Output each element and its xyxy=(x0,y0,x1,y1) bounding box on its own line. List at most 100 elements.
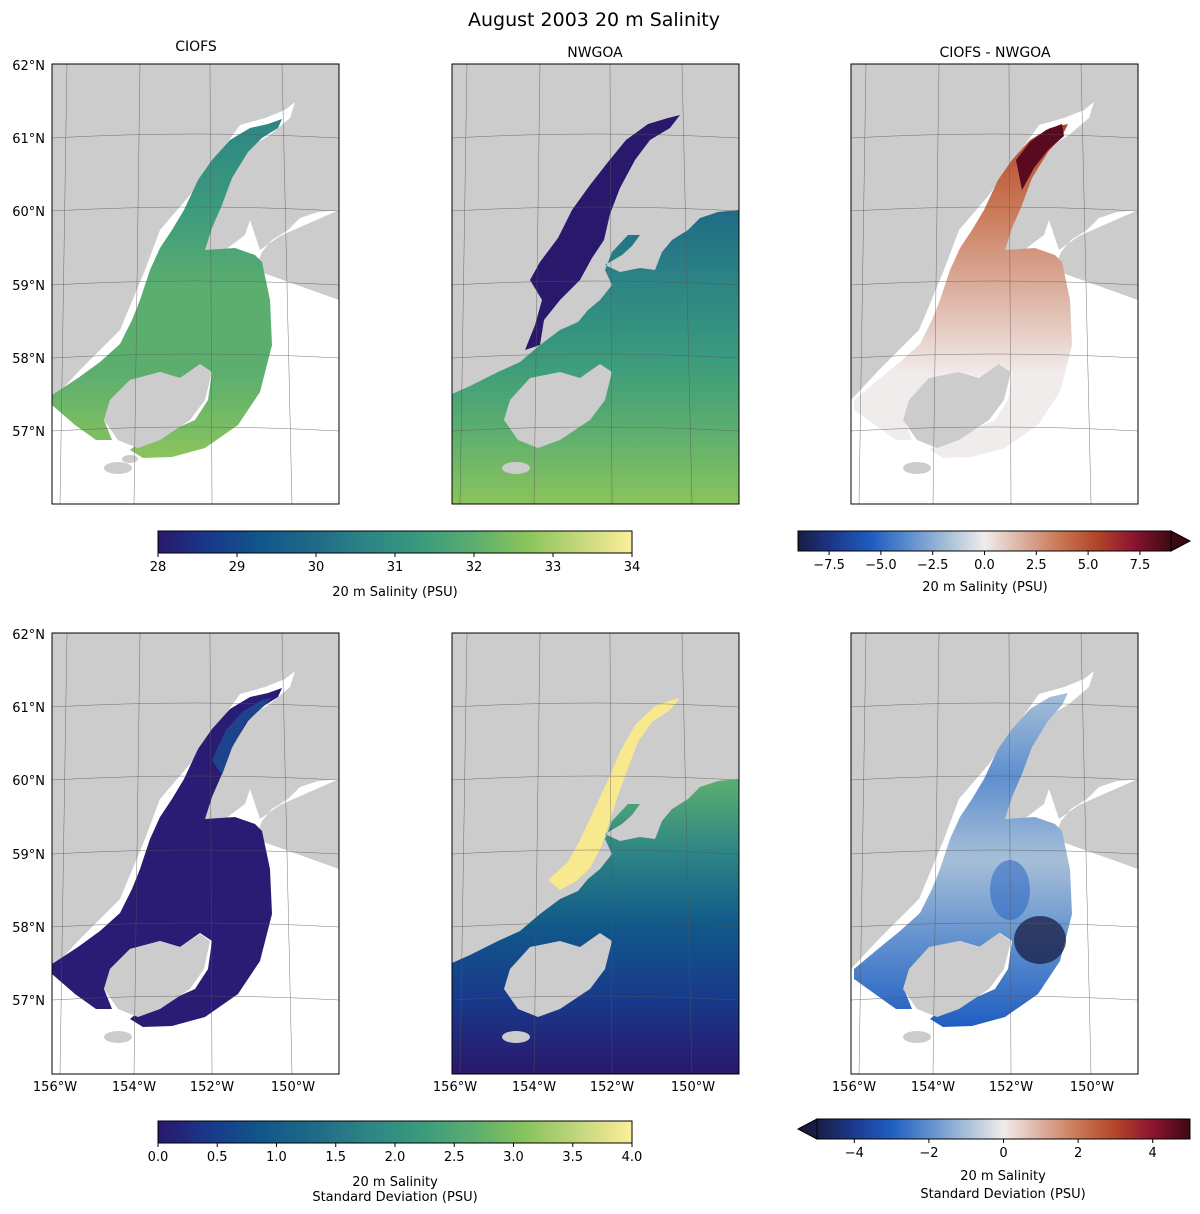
colorbar-tick-label: 2.5 xyxy=(1026,558,1047,573)
kodiak-island xyxy=(903,364,1011,448)
colorbar-label-line-2: Standard Deviation (PSU) xyxy=(920,1187,1085,1202)
y-axis-ticks-top: 62°N 61°N 60°N 59°N 58°N 57°N xyxy=(12,59,45,440)
colorbar-tick-label: 1.0 xyxy=(266,1150,287,1165)
ciofs-std-domain xyxy=(52,688,282,1027)
colorbar-tick-label: −2.5 xyxy=(917,558,949,573)
colorbar-tick-label: 31 xyxy=(387,560,404,575)
colorbar-tick-label: 3.0 xyxy=(503,1150,524,1165)
cook-inlet-nwgoa xyxy=(525,115,680,350)
panel-diff-std xyxy=(850,632,1139,1075)
panel-frame xyxy=(451,632,740,1075)
panel-diff-mean xyxy=(850,63,1139,505)
trinity-islands xyxy=(502,462,530,474)
colorbar-tick-label: 4.0 xyxy=(622,1150,643,1165)
colorbar-ticks: 28 29 30 31 32 33 34 xyxy=(150,553,641,575)
colorbar-tick-label: 33 xyxy=(545,560,562,575)
x-tick-label: 152°W xyxy=(190,1080,234,1095)
y-tick-label: 59°N xyxy=(12,279,45,294)
graticule xyxy=(51,63,340,505)
graticule xyxy=(850,632,1139,1075)
x-tick-label: 150°W xyxy=(671,1080,715,1095)
colorbar-tick-label: −2 xyxy=(919,1146,938,1161)
colorbar-tick-label: −4 xyxy=(845,1146,864,1161)
colorbar-tick-label: 7.5 xyxy=(1130,558,1151,573)
trinity-islands xyxy=(104,1031,132,1043)
x-axis-ticks-panel-6: 156°W 154°W 152°W 150°W xyxy=(832,1080,1114,1095)
panel-frame xyxy=(51,63,340,505)
kodiak-island xyxy=(504,364,612,448)
kodiak-island xyxy=(903,933,1011,1017)
x-tick-label: 150°W xyxy=(1070,1080,1114,1095)
upper-inlet-std xyxy=(212,698,272,775)
low-std-patch xyxy=(1014,916,1066,964)
colorbar-tick-label: 0.0 xyxy=(148,1150,169,1165)
colorbar-ticks: 0.0 0.5 1.0 1.5 2.0 2.5 3.0 3.5 4.0 xyxy=(148,1143,643,1165)
panel-frame xyxy=(451,63,740,505)
panel-1-title: CIOFS xyxy=(175,39,217,55)
ciofs-domain xyxy=(52,119,282,458)
kodiak-island xyxy=(504,933,612,1017)
y-tick-label: 60°N xyxy=(12,205,45,220)
kodiak-island xyxy=(104,934,210,1017)
colorbar-tick-label: 2 xyxy=(1074,1146,1082,1161)
cook-inlet-std xyxy=(548,698,680,890)
x-tick-label: 152°W xyxy=(989,1080,1033,1095)
colorbar-tick-label: 4 xyxy=(1149,1146,1157,1161)
trinity-islands xyxy=(104,462,132,474)
trinity-islands xyxy=(903,1031,931,1043)
colorbar-tick-label: 32 xyxy=(466,560,483,575)
x-tick-label: 152°W xyxy=(590,1080,634,1095)
colorbar-tick-label: 2.5 xyxy=(444,1150,465,1165)
upper-inlet-diff xyxy=(1016,124,1064,190)
panel-nwgoa-mean xyxy=(451,63,740,505)
colorbar-gradient xyxy=(797,530,1172,552)
trinity-islands xyxy=(903,462,931,474)
diff-domain xyxy=(854,124,1072,458)
graticule xyxy=(850,63,1139,505)
y-tick-label: 60°N xyxy=(12,774,45,789)
panel-frame xyxy=(51,632,340,1075)
colorbar-tick-label: 2.0 xyxy=(385,1150,406,1165)
colorbar-tick-label: 30 xyxy=(308,560,325,575)
colorbar-gradient xyxy=(157,1120,633,1144)
x-tick-label: 154°W xyxy=(512,1080,556,1095)
x-tick-label: 156°W xyxy=(33,1080,77,1095)
x-tick-label: 156°W xyxy=(832,1080,876,1095)
colorbar-label: 20 m Salinity xyxy=(352,1175,438,1190)
y-tick-label: 61°N xyxy=(12,701,45,716)
graticule xyxy=(51,632,340,1075)
y-tick-label: 58°N xyxy=(12,921,45,936)
colorbar-tick-label: 29 xyxy=(229,560,246,575)
y-tick-label: 57°N xyxy=(12,994,45,1009)
colorbar-gradient xyxy=(816,1118,1191,1140)
y-tick-label: 62°N xyxy=(12,628,45,643)
colorbar-extend-max xyxy=(1170,530,1192,552)
colorbar-tick-label: 1.5 xyxy=(325,1150,346,1165)
panel-3-title: CIOFS - NWGOA xyxy=(939,45,1051,61)
colorbar-tick-label: 3.5 xyxy=(562,1150,583,1165)
colorbar-diff-mean: −7.5 −5.0 −2.5 0.0 2.5 5.0 7.5 20 m Salinity (… xyxy=(797,530,1192,595)
figure-title: August 2003 20 m Salinity xyxy=(468,9,720,31)
x-tick-label: 156°W xyxy=(433,1080,477,1095)
x-axis-ticks-panel-5: 156°W 154°W 152°W 150°W xyxy=(433,1080,715,1095)
trinity-islands xyxy=(502,1031,530,1043)
colorbar-tick-label: 34 xyxy=(624,560,641,575)
colorbar-mean: 28 29 30 31 32 33 34 20 m Salinity (PSU) xyxy=(150,530,641,600)
colorbar-tick-label: −7.5 xyxy=(813,558,845,573)
panel-ciofs-mean xyxy=(51,63,340,505)
y-tick-label: 61°N xyxy=(12,132,45,147)
y-tick-label: 59°N xyxy=(12,848,45,863)
colorbar-diff-std: −4 −2 0 2 4 20 m Salinity Standard Deviation… xyxy=(796,1118,1191,1202)
y-tick-label: 62°N xyxy=(12,59,45,74)
x-tick-label: 150°W xyxy=(271,1080,315,1095)
colorbar-tick-label: 5.0 xyxy=(1078,558,1099,573)
x-tick-label: 154°W xyxy=(911,1080,955,1095)
panel-frame xyxy=(850,63,1139,505)
colorbar-ticks: −4 −2 0 2 4 xyxy=(845,1139,1157,1161)
colorbar-tick-label: 28 xyxy=(150,560,167,575)
panel-2-title: NWGOA xyxy=(567,45,623,61)
x-axis-ticks-panel-4: 156°W 154°W 152°W 150°W xyxy=(33,1080,315,1095)
colorbar-tick-label: 0.5 xyxy=(207,1150,228,1165)
colorbar-tick-label: 0 xyxy=(999,1146,1007,1161)
